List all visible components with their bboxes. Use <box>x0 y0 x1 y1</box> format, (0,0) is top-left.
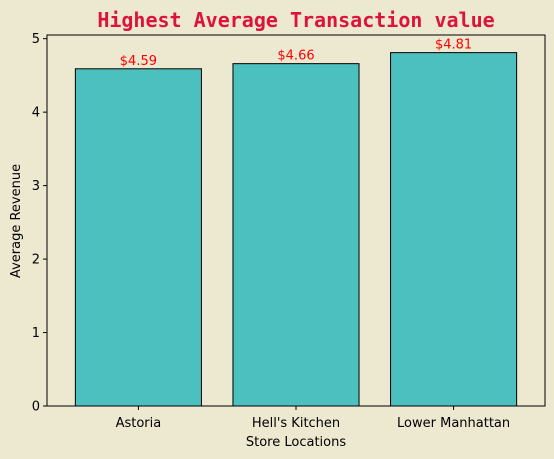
bar-2 <box>390 52 518 407</box>
plot-area: $4.59 $4.66 $4.81 0 1 2 3 4 5 Astoria Hell's Kitch… <box>32 32 546 431</box>
y-axis-label: Average Revenue <box>9 164 24 278</box>
y-tick-label-5: 5 <box>32 32 40 47</box>
chart-title: Highest Average Transaction value <box>97 8 494 32</box>
x-tick-label-1: Hell's Kitchen <box>252 416 340 431</box>
bar-value-label-0: $4.59 <box>120 54 157 69</box>
bar-value-label-2: $4.81 <box>435 38 472 53</box>
y-tick-label-4: 4 <box>32 106 40 121</box>
x-axis-label: Store Locations <box>246 435 346 450</box>
bar-1 <box>232 63 360 407</box>
bar-0 <box>74 68 202 407</box>
y-tick-label-3: 3 <box>32 179 40 194</box>
x-tick-label-0: Astoria <box>116 416 162 431</box>
y-tick-label-1: 1 <box>32 326 40 341</box>
bar-value-label-1: $4.66 <box>277 49 314 64</box>
y-tick-label-0: 0 <box>32 400 40 415</box>
x-tick-label-2: Lower Manhattan <box>397 416 510 431</box>
y-tick-label-2: 2 <box>32 253 40 268</box>
